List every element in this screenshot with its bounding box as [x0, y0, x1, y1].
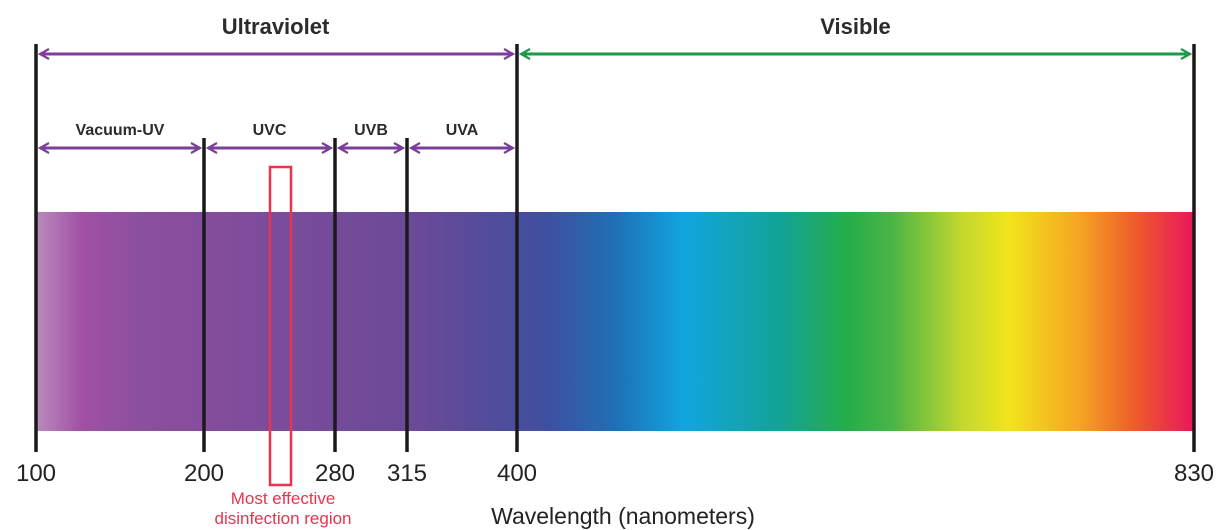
disinfection-label-line2: disinfection region — [214, 509, 351, 528]
tick-label-200: 200 — [184, 460, 224, 487]
disinfection-highlight-box — [268, 165, 293, 487]
band-label-uva: UVA — [446, 122, 479, 139]
tick-label-400: 400 — [497, 460, 537, 487]
band-label-uvc: UVC — [253, 122, 287, 139]
axis-title: Wavelength (nanometers) — [491, 503, 755, 529]
tick-label-100: 100 — [16, 460, 56, 487]
wavelength-dividers — [34, 44, 1196, 452]
uv-sub-bands: Vacuum-UV UVC UVB UVA — [40, 122, 513, 148]
visible-title: Visible — [820, 14, 891, 39]
tick-label-280: 280 — [315, 460, 355, 487]
disinfection-label-line1: Most effective — [231, 489, 336, 508]
region-visible: Visible — [521, 14, 1190, 54]
tick-label-830: 830 — [1174, 460, 1214, 487]
wavelength-tick-labels: 100 200 280 315 400 830 — [16, 460, 1214, 487]
tick-label-315: 315 — [387, 460, 427, 487]
band-label-vacuum-uv: Vacuum-UV — [76, 122, 165, 139]
ultraviolet-title: Ultraviolet — [222, 14, 330, 39]
band-label-uvb: UVB — [354, 122, 388, 139]
spectrum-bar — [36, 212, 1194, 431]
region-ultraviolet: Ultraviolet — [40, 14, 513, 54]
